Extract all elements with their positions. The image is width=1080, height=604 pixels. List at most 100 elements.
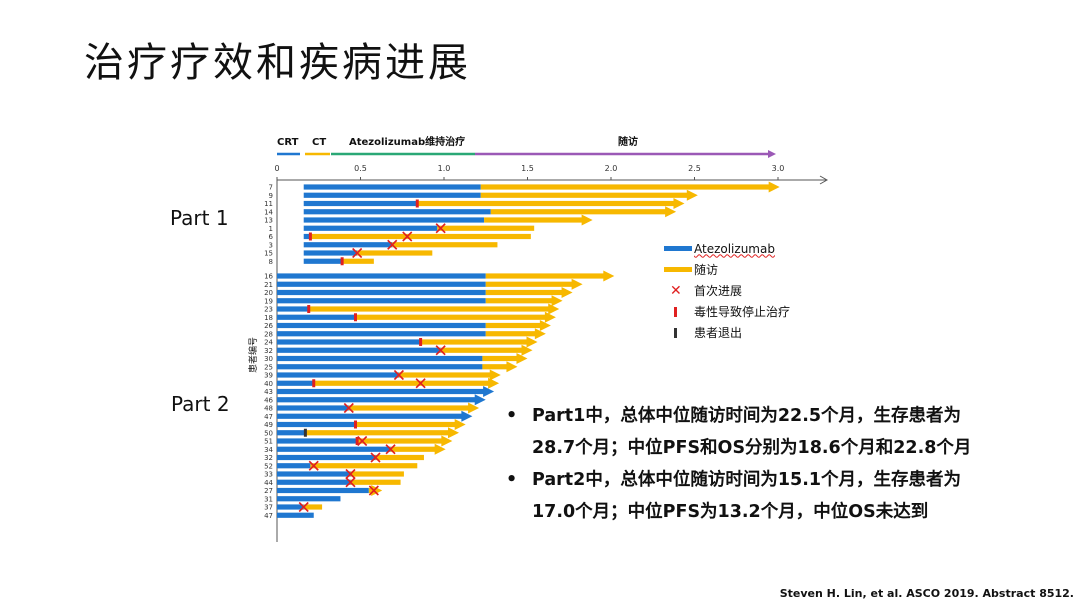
patient-id: 6 <box>269 233 274 241</box>
atezolizumab-bar <box>277 446 391 452</box>
continuing-arrowhead <box>673 198 685 209</box>
followup-bar <box>375 454 424 461</box>
continuing-arrowhead <box>534 328 546 340</box>
followup-bar <box>392 242 498 248</box>
patient-id: 46 <box>264 396 273 404</box>
continuing-arrowhead <box>441 435 453 447</box>
progression-x-marker <box>357 435 368 447</box>
toxicity-stop-marker <box>419 338 423 346</box>
patient-id: 33 <box>264 471 273 479</box>
legend-progression: ✕ 首次进展 <box>664 280 790 301</box>
progression-x-marker <box>345 468 356 480</box>
slide-title: 治疗疗效和疾病进展 <box>84 40 471 86</box>
followup-bar <box>398 372 491 378</box>
legend-withdrawal: 患者退出 <box>664 322 790 343</box>
patient-id: 50 <box>264 429 273 437</box>
toxicity-stop-marker <box>340 257 344 266</box>
atezolizumab-bar <box>277 388 485 395</box>
toxicity-stop-marker <box>353 420 357 429</box>
atezolizumab-bar <box>277 273 486 279</box>
patient-id: 32 <box>264 347 273 355</box>
x-tick-label: 1.0 <box>438 164 451 173</box>
followup-bar <box>357 438 443 444</box>
followup-bar <box>485 289 563 296</box>
continuing-arrowhead <box>516 353 528 364</box>
continuing-arrowhead <box>603 270 615 282</box>
followup-bar <box>310 463 418 469</box>
continuing-arrowhead <box>468 402 480 414</box>
red-tick-icon <box>674 306 677 317</box>
patient-id: 40 <box>264 380 273 388</box>
bullet-dot: • <box>506 406 518 426</box>
legend-progression-label: 首次进展 <box>694 284 743 298</box>
legend-followup: 随访 <box>664 259 790 280</box>
followup-bar <box>420 339 528 345</box>
patient-id: 18 <box>264 314 273 322</box>
progression-x-marker <box>415 378 426 389</box>
continuing-arrowhead <box>571 278 583 290</box>
atezolizumab-bar <box>303 184 481 190</box>
followup-bar <box>310 233 531 240</box>
followup-bar <box>342 258 374 264</box>
followup-bar <box>355 421 456 428</box>
patient-id: 39 <box>264 372 273 380</box>
patient-id: 51 <box>264 438 273 446</box>
patient-id: 49 <box>264 421 273 429</box>
continuing-arrowhead <box>461 410 473 422</box>
patient-id: 25 <box>264 363 273 371</box>
progression-x-marker <box>435 345 446 356</box>
atezolizumab-bar <box>277 413 463 419</box>
patient-id: 15 <box>264 250 273 258</box>
followup-bar <box>437 225 535 231</box>
continuing-arrowhead <box>434 443 446 455</box>
followup-bar <box>482 355 518 362</box>
x-tick-label: 1.5 <box>521 164 534 173</box>
patient-id: 1 <box>269 225 273 233</box>
progression-x-marker <box>298 501 309 513</box>
patient-id: 8 <box>269 258 273 266</box>
atezolizumab-bar <box>277 504 304 510</box>
chart-legend: Atezolizumab 随访 ✕ 首次进展 毒性导致停止治疗 患者退出 <box>664 238 790 343</box>
toxicity-stop-marker <box>308 232 312 241</box>
legend-atezolizumab-label: Atezolizumab <box>694 241 775 256</box>
continuing-arrowhead <box>489 369 501 381</box>
patient-id: 14 <box>264 208 273 216</box>
progression-x-marker <box>402 231 413 242</box>
patient-id: 52 <box>264 462 273 470</box>
legend-withdrawal-label: 患者退出 <box>694 326 743 340</box>
atezolizumab-bar <box>277 339 421 345</box>
progression-x-marker <box>345 477 356 488</box>
atezolizumab-bar <box>277 281 486 287</box>
followup-bar <box>440 347 523 353</box>
followup-bar <box>348 405 470 411</box>
atezolizumab-bar <box>277 479 351 485</box>
patient-id: 20 <box>264 289 273 297</box>
continuing-arrowhead <box>526 336 538 348</box>
yellow-arrow-swatch <box>664 267 692 272</box>
followup-bar <box>482 364 508 370</box>
atezolizumab-bar <box>277 438 358 444</box>
progression-x-marker <box>435 223 446 234</box>
toxicity-stop-marker <box>307 305 311 313</box>
patient-id: 21 <box>264 281 273 289</box>
continuing-arrowhead <box>551 295 563 307</box>
patient-id: 3 <box>269 241 273 249</box>
continuing-arrowhead <box>665 206 677 218</box>
atezolizumab-bar <box>303 225 438 231</box>
followup-bar <box>308 306 550 312</box>
phase-arrowhead <box>768 150 776 158</box>
patient-id: 37 <box>264 504 273 512</box>
atezolizumab-bar <box>277 430 306 436</box>
continuing-arrowhead <box>581 214 593 226</box>
atezolizumab-bar <box>277 496 341 502</box>
followup-bar <box>480 192 688 198</box>
followup-bar <box>313 380 490 386</box>
phase-label-0: CRT <box>277 137 299 148</box>
atezolizumab-bar <box>277 397 476 403</box>
atezolizumab-bar <box>303 192 481 198</box>
followup-bar <box>390 446 436 452</box>
atezolizumab-bar <box>277 454 376 461</box>
atezolizumab-bar <box>303 233 311 240</box>
x-tick-label: 0.5 <box>354 164 367 173</box>
patient-id: 27 <box>264 487 273 495</box>
